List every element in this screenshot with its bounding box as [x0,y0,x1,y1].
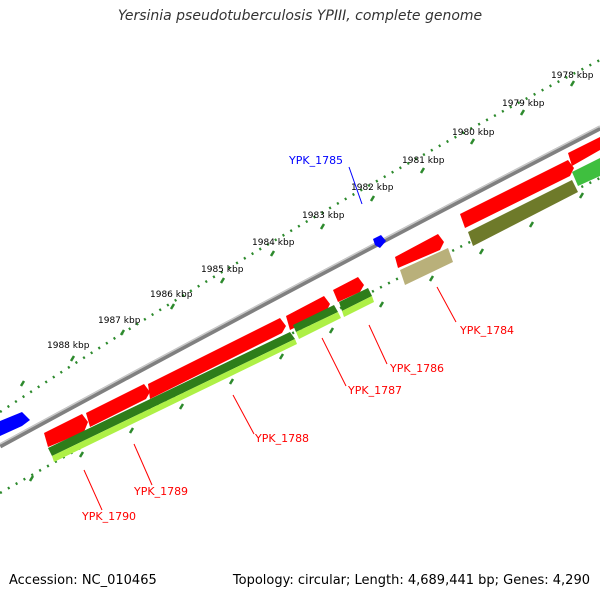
scale-label: 1981 kbp [402,156,445,166]
gene-label-ypk1787: YPK_1787 [347,384,402,397]
gene-arrow-blue [0,412,30,436]
page-title: Yersinia pseudotuberculosis YPIII, compl… [117,8,483,24]
leader-lines [83,166,457,511]
scale-label: 1988 kbp [47,341,90,351]
gene-arrow-blue-ypk1785 [373,235,386,248]
gene-label-ypk1786: YPK_1786 [389,362,444,375]
comparison-tracks [48,158,600,462]
gene-arrow-ypk1787 [286,296,330,330]
gene-arrow-ypk1786 [333,277,364,302]
gene-arrow-ypk1784 [395,234,444,268]
scale-label: 1979 kbp [502,99,545,109]
scale-label: 1978 kbp [551,71,594,81]
gene-arrow-ypk1788 [148,318,286,399]
scale-label: 1986 kbp [150,290,193,300]
scale-label: 1985 kbp [201,265,244,275]
scale-label: 1982 kbp [351,183,394,193]
gene-label-ypk1784: YPK_1784 [459,324,514,337]
gene-label-ypk1789: YPK_1789 [133,485,188,498]
gene-label-ypk1785: YPK_1785 [288,154,343,167]
accession-text: Accession: NC_010465 [9,573,157,588]
gene-arrow-ypk1789 [86,384,150,427]
reverse-strand-genes [0,235,386,436]
forward-strand-genes [44,137,600,447]
scale-label: 1987 kbp [98,316,141,326]
outer-major-ticks [19,80,576,387]
gene-arrow-red [568,137,600,166]
outer-scale-arc [0,58,600,414]
inner-major-ticks [28,192,585,482]
gene-label-ypk1790: YPK_1790 [81,510,136,523]
gene-arrow-red [460,160,574,228]
scale-label: 1984 kbp [252,238,295,248]
genome-backbone [0,125,600,449]
gene-arrow-ypk1790 [44,414,88,447]
comparison-tan-bar [400,248,453,285]
gene-label-ypk1788: YPK_1788 [254,432,309,445]
topology-text: Topology: circular; Length: 4,689,441 bp… [232,573,590,588]
scale-label: 1980 kbp [452,128,495,138]
scale-label: 1983 kbp [302,211,345,221]
